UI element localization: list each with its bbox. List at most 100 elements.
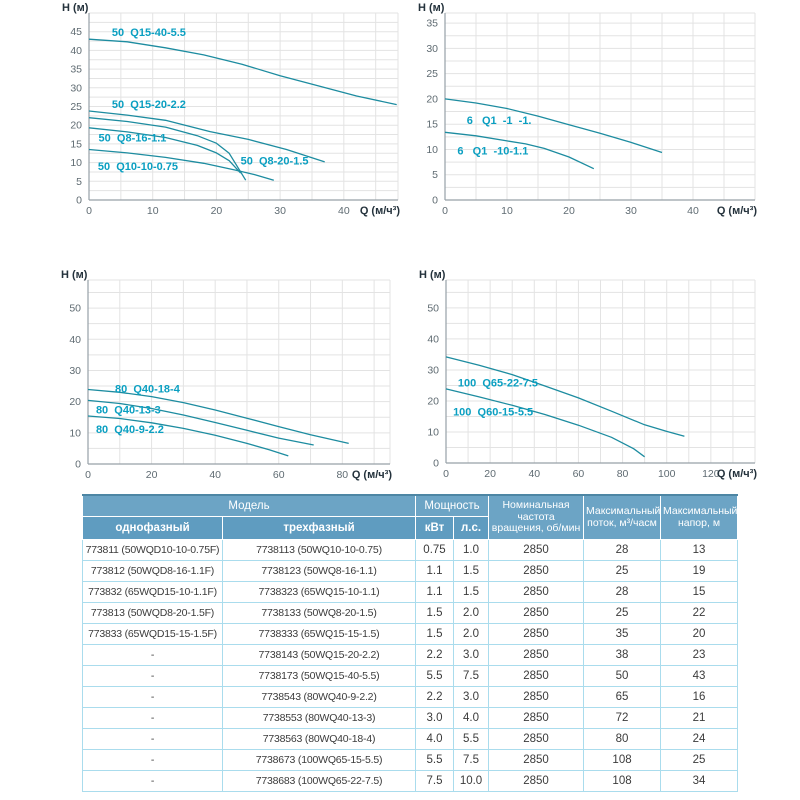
pump-curve <box>87 415 289 457</box>
table-cell: 43 <box>660 665 739 687</box>
table-cell: 38 <box>583 644 662 666</box>
table-cell: 1.1 <box>415 560 454 582</box>
x-tick-label: 40 <box>209 469 221 481</box>
chart-80wq-performance: 0 20 40 60 80 0 10 20 30 40 50 H (м) Q (м/ч³) 80 Q40-… <box>0 262 400 482</box>
pump-curve <box>88 148 274 181</box>
table-cell: 7.5 <box>452 749 490 771</box>
table-cell: 35 <box>583 623 662 645</box>
table-cell: 108 <box>583 749 662 771</box>
x-tick-label: 20 <box>484 468 496 480</box>
table-cell: 2.0 <box>452 623 490 645</box>
y-tick-label: 10 <box>426 144 438 156</box>
spec-table-header: Модель Мощность Номинальная частота вращ… <box>82 494 739 540</box>
x-tick-label: 40 <box>687 205 699 217</box>
x-axis-title: Q (м/ч³) <box>360 205 400 217</box>
table-cell: 773811 (50WQD10-10-0.75F) <box>82 539 223 561</box>
table-cell: 7738563 (80WQ40-18-4) <box>222 728 416 750</box>
curve-label: 50 Q10-10-0.75 <box>98 161 178 173</box>
table-row: 773833 (65WQD15-15-1.5F) 7738333 (65WQ15-… <box>82 623 739 645</box>
y-tick-label: 0 <box>433 458 439 470</box>
table-cell: 7.5 <box>415 770 454 792</box>
chart-100wq-performance: 0 20 40 60 80 100 120 0 10 20 30 40 50 H (м) Q (м/ч³) 1… <box>400 262 800 482</box>
chart-svg: 0 20 40 60 80 100 120 0 10 20 30 40 50 H (м) Q (м/ч³) 1… <box>419 269 758 480</box>
table-cell: 5.5 <box>415 665 454 687</box>
table-cell: 7738123 (50WQ8-16-1.1) <box>222 560 416 582</box>
x-tick-label: 80 <box>336 469 348 481</box>
table-cell: 25 <box>660 749 739 771</box>
y-tick-label: 25 <box>426 68 438 80</box>
y-tick-label: 30 <box>427 364 439 376</box>
x-tick-label: 100 <box>658 468 676 480</box>
table-cell: 2850 <box>488 560 585 582</box>
y-tick-label: 5 <box>432 169 438 181</box>
curve-label: 100 Q65-22-7.5 <box>458 378 538 390</box>
table-cell: 773832 (65WQD15-10-1.1F) <box>82 581 223 603</box>
x-axis-title: Q (м/ч³) <box>717 468 758 480</box>
curve-label: 80 Q40-18-4 <box>115 384 181 396</box>
table-cell: 22 <box>660 602 739 624</box>
table-cell: 773833 (65WQD15-15-1.5F) <box>82 623 223 645</box>
y-tick-label: 20 <box>426 93 438 105</box>
x-tick-label: 0 <box>85 469 91 481</box>
table-cell: 2850 <box>488 602 585 624</box>
table-cell: 7738323 (65WQ15-10-1.1) <box>222 581 416 603</box>
table-cell: 2850 <box>488 644 585 666</box>
table-cell: 2.0 <box>452 602 490 624</box>
y-tick-label: 45 <box>70 26 82 38</box>
table-row: -7738173 (50WQ15-40-5.5) 5.5 7.5 2850 50 43 <box>82 665 739 687</box>
table-cell: 34 <box>660 770 739 792</box>
y-tick-label: 20 <box>427 395 439 407</box>
table-cell: 25 <box>583 560 662 582</box>
curve-label: 50 Q8-20-1.5 <box>241 155 309 167</box>
table-cell: 4.0 <box>415 728 454 750</box>
curve-label: 50 Q8-16-1.1 <box>99 133 167 145</box>
table-cell: - <box>82 749 223 771</box>
table-row: 773832 (65WQD15-10-1.1F) 7738323 (65WQ15-… <box>82 581 739 603</box>
table-row: -7738563 (80WQ40-18-4) 4.0 5.5 2850 80 24 <box>82 728 739 750</box>
y-tick-label: 15 <box>70 138 82 150</box>
x-tick-label: 60 <box>273 469 285 481</box>
y-axis-title: H (м) <box>418 2 445 14</box>
table-cell: 72 <box>583 707 662 729</box>
table-cell: 7738553 (80WQ40-13-3) <box>222 707 416 729</box>
curve-label: 50 Q15-40-5.5 <box>112 27 186 39</box>
table-cell: 2850 <box>488 623 585 645</box>
table-cell: 0.75 <box>415 539 454 561</box>
x-axis-title: Q (м/ч³) <box>352 469 393 481</box>
spec-table: Модель Мощность Номинальная частота вращ… <box>82 494 739 792</box>
curve-label: 6 Q1 -10-1.1 <box>457 146 528 158</box>
table-cell: 16 <box>660 686 739 708</box>
pump-curve <box>87 399 314 446</box>
y-tick-label: 10 <box>427 426 439 438</box>
pump-curve <box>444 98 663 154</box>
table-row: -7738143 (50WQ15-20-2.2) 2.2 3.0 2850 38 23 <box>82 644 739 666</box>
pump-curve <box>445 356 685 437</box>
y-tick-label: 15 <box>426 119 438 131</box>
x-tick-label: 10 <box>501 205 513 217</box>
table-cell: 773813 (50WQD8-20-1.5F) <box>82 602 223 624</box>
table-cell: 20 <box>660 623 739 645</box>
table-cell: 2.2 <box>415 686 454 708</box>
table-row: -7738683 (100WQ65-22-7.5) 7.5 10.0 2850 108 3… <box>82 770 739 792</box>
table-cell: 1.5 <box>452 560 490 582</box>
y-tick-label: 0 <box>76 195 82 207</box>
table-cell: 1.5 <box>452 581 490 603</box>
table-cell: 28 <box>583 539 662 561</box>
header-single-phase: однофазный <box>82 516 223 540</box>
table-row: -7738553 (80WQ40-13-3) 3.0 4.0 2850 72 21 <box>82 707 739 729</box>
table-cell: 65 <box>583 686 662 708</box>
table-cell: 773812 (50WQD8-16-1.1F) <box>82 560 223 582</box>
chart-50wq-performance: 0 10 20 30 40 0 5 10 15 20 25 30 35 40 45 H (м) Q (м/ч³)… <box>0 0 400 222</box>
table-cell: 2850 <box>488 770 585 792</box>
y-tick-label: 20 <box>69 396 81 408</box>
table-cell: 2.2 <box>415 644 454 666</box>
y-tick-label: 50 <box>69 303 81 315</box>
x-axis-title: Q (м/ч³) <box>717 205 758 217</box>
table-row: 773813 (50WQD8-20-1.5F) 7738133 (50WQ8-20… <box>82 602 739 624</box>
x-tick-label: 10 <box>147 205 159 217</box>
table-cell: 1.5 <box>415 623 454 645</box>
table-cell: 7738113 (50WQ10-10-0.75) <box>222 539 416 561</box>
x-tick-label: 30 <box>625 205 637 217</box>
x-tick-label: 60 <box>573 468 585 480</box>
x-tick-label: 20 <box>146 469 158 481</box>
